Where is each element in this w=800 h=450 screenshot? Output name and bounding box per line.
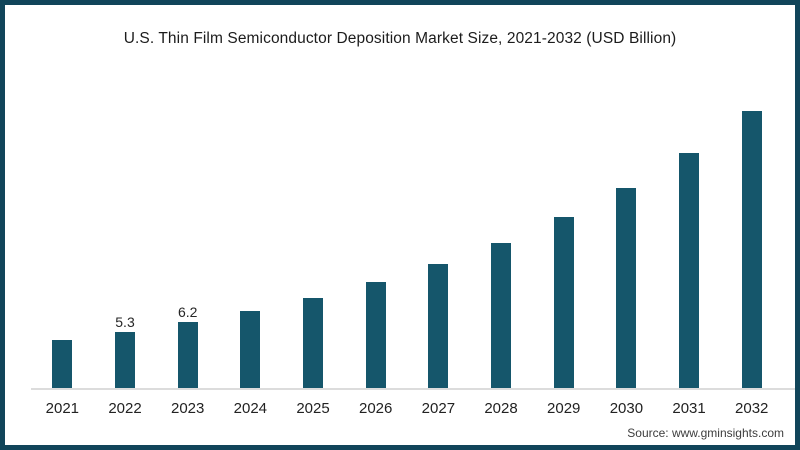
x-axis-label-2032: 2032 [735,400,769,417]
bar-2026 [365,282,386,388]
bar-column-2024 [219,310,282,388]
x-axis-label-2026: 2026 [359,400,393,417]
bar-column-2026 [344,282,407,388]
bar-2023 [177,322,198,388]
bar-column-2022: 5.3 [94,315,157,388]
x-axis-label-2025: 2025 [296,400,330,417]
bar-2021 [52,340,73,388]
bar-2029 [553,217,574,388]
bar-column-2031 [658,152,721,388]
bar-2028 [491,242,512,388]
x-axis-label-2023: 2023 [170,400,205,417]
bar-column-2023: 6.2 [156,305,219,388]
bar-value-label-2022: 5.3 [115,313,135,330]
bar-2032 [741,111,762,388]
bar-2031 [679,152,700,388]
x-axis-label-2028: 2028 [484,400,518,417]
bar-2027 [428,264,449,388]
bar-value-label-2023: 6.2 [177,304,198,321]
x-axis-label-2021: 2021 [45,400,80,417]
source-text: Source: www.gminsights.com [627,426,784,440]
bar-2022 [115,331,135,388]
x-axis-label-2027: 2027 [421,400,456,417]
x-axis-label-2029: 2029 [547,400,581,417]
bar-2024 [240,310,261,388]
x-axis-label-2031: 2031 [672,400,706,417]
x-axis-label-2024: 2024 [233,400,268,417]
chart-title: U.S. Thin Film Semiconductor Deposition … [123,30,677,47]
bar-column-2027 [407,264,470,388]
bar-2030 [616,187,637,388]
x-axis-label-2030: 2030 [609,400,644,417]
bar-column-2030 [595,187,658,388]
x-axis-label-2022: 2022 [108,400,142,417]
bar-column-2028 [470,242,533,388]
x-axis-labels: 2021 2022 2023 2024 2025 2026 2027 2028 2029 2030… [31,399,783,419]
x-axis-line [31,388,795,390]
bar-2025 [303,297,324,388]
bar-column-2021 [31,340,94,388]
bars-container: 5.3 6.2 [31,60,783,388]
bar-column-2029 [532,217,595,388]
bar-column-2032 [720,111,783,388]
bar-column-2025 [282,297,345,388]
plot-area: 5.3 6.2 2021 2022 2023 2024 2025 2026 2027 2028 2… [5,5,795,445]
